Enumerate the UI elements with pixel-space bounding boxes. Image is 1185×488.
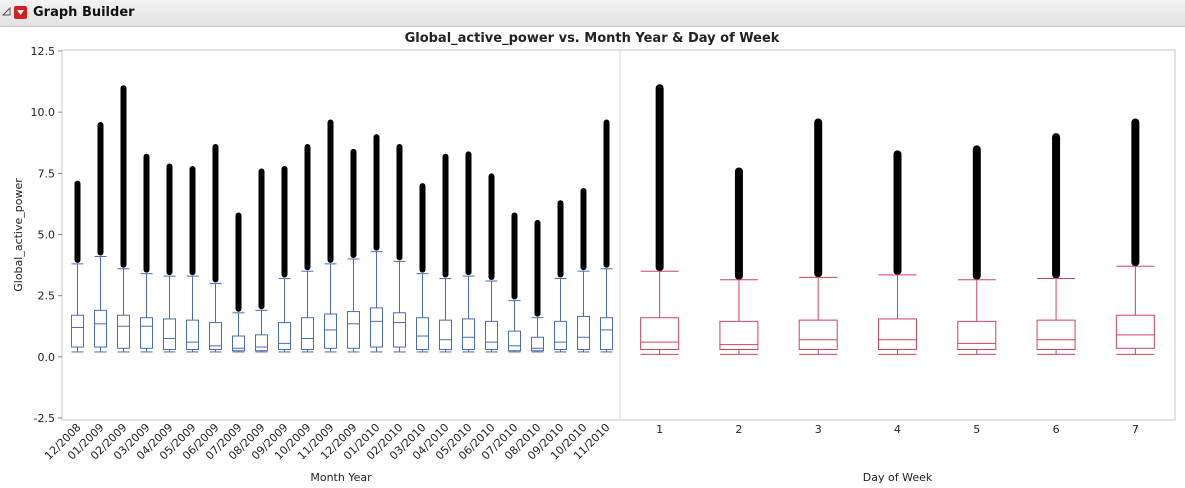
- box: [232, 335, 245, 352]
- box: [508, 330, 521, 352]
- x-tick-label: 03/2010: [387, 421, 429, 463]
- x-tick-label: 05/2010: [433, 421, 475, 463]
- x-tick-label: 6: [1053, 423, 1060, 436]
- box: [278, 322, 291, 350]
- box: [878, 318, 917, 350]
- x-tick-label: 4: [894, 423, 901, 436]
- x-tick-label: 11/2009: [295, 421, 337, 463]
- x-tick-label: 05/2009: [157, 421, 199, 463]
- box: [416, 317, 429, 350]
- y-axis-label: Global_active_power: [12, 178, 25, 292]
- box: [462, 318, 475, 350]
- box: [600, 317, 613, 350]
- x-tick-label: 01/2009: [65, 421, 107, 463]
- x-tick-label: 08/2009: [226, 421, 268, 463]
- x-tick-label: 10/2009: [272, 421, 314, 463]
- box: [439, 319, 452, 350]
- plot-frame: [61, 49, 1176, 421]
- box: [94, 309, 107, 348]
- box: [957, 320, 997, 350]
- x-tick-label: 07/2010: [479, 421, 521, 463]
- x-tick-label: 06/2009: [180, 421, 222, 463]
- box: [370, 307, 383, 348]
- x-tick-label: 10/2010: [548, 421, 590, 463]
- x-tick-label: 04/2010: [410, 421, 452, 463]
- box: [255, 334, 268, 352]
- box: [347, 311, 360, 349]
- x-tick-label: 06/2010: [456, 421, 498, 463]
- box: [577, 315, 590, 350]
- box: [531, 336, 544, 352]
- x-tick-label: 08/2010: [502, 421, 544, 463]
- box: [719, 320, 759, 350]
- box: [554, 320, 567, 350]
- x-tick-label: 09/2009: [249, 421, 291, 463]
- chart-title: Global_active_power vs. Month Year & Day…: [405, 31, 780, 46]
- x-tick-label: 01/2010: [341, 421, 383, 463]
- x-tick-label: 2: [735, 423, 742, 436]
- header-icons[interactable]: [0, 0, 30, 26]
- y-tick-label: 10.0: [31, 106, 56, 119]
- collapse-icon[interactable]: [1, 6, 11, 16]
- box: [186, 319, 199, 350]
- box: [209, 322, 222, 350]
- box: [163, 318, 176, 350]
- box: [324, 313, 337, 349]
- x-tick-label: 11/2010: [571, 421, 613, 463]
- x-tick-label: 02/2009: [88, 421, 130, 463]
- box: [117, 314, 130, 349]
- box: [301, 317, 314, 350]
- x-tick-label: 1: [656, 423, 663, 436]
- x-tick-label: 03/2009: [111, 421, 153, 463]
- x-tick-label: 12/2009: [318, 421, 360, 463]
- x-tick-label: 3: [815, 423, 822, 436]
- x-tick-label: 07/2009: [203, 421, 245, 463]
- y-tick-label: 2.5: [38, 290, 56, 303]
- x-tick-label: 04/2009: [134, 421, 176, 463]
- x-tick-label: 7: [1132, 423, 1139, 436]
- y-tick-label: 5.0: [38, 229, 56, 242]
- y-tick-label: 0.0: [38, 351, 56, 364]
- box: [640, 317, 680, 350]
- x-tick-label: 02/2010: [364, 421, 406, 463]
- menu-arrow: [17, 10, 24, 15]
- box: [71, 314, 84, 348]
- x-tick-label: 5: [973, 423, 980, 436]
- x-tick-label: 09/2010: [525, 421, 567, 463]
- box: [393, 312, 406, 348]
- y-tick-label: 12.5: [31, 45, 56, 58]
- box: [798, 319, 838, 350]
- y-tick-label: -2.5: [34, 412, 55, 425]
- x-axis-label: Day of Week: [863, 471, 933, 484]
- y-tick-label: 7.5: [38, 167, 56, 180]
- box: [1115, 314, 1155, 349]
- box: [140, 317, 153, 349]
- box: [1036, 319, 1076, 350]
- header-bar: Graph Builder: [0, 0, 1185, 27]
- x-tick-label: 12/2008: [42, 421, 84, 463]
- header-title: Graph Builder: [33, 5, 135, 20]
- x-axis-label: Month Year: [310, 471, 372, 484]
- box: [485, 320, 498, 350]
